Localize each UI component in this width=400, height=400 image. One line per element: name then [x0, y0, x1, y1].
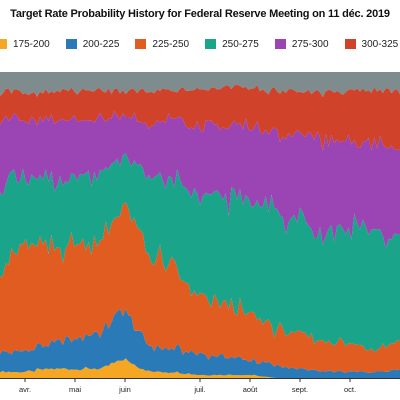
legend-label: 200-225 [82, 38, 120, 50]
legend-item-200-225: 200-225 [65, 38, 120, 50]
x-tick-label: mai [69, 385, 81, 394]
area-series-200-225 [0, 308, 400, 378]
x-tick-label: oct. [344, 385, 356, 394]
x-tick-label: juil. [193, 385, 205, 394]
legend-item-250-275: 250-275 [205, 39, 259, 50]
area-series-225-250 [0, 202, 400, 373]
legend-label: 175-200 [13, 38, 50, 50]
legend-swatch [344, 39, 356, 49]
area-series-275-300 [0, 110, 400, 249]
legend-item-175-200: 175-200 [0, 39, 50, 50]
chart-title: Target Rate Probability History for Fede… [10, 8, 390, 20]
legend-label: 250-275 [222, 38, 259, 50]
x-tick-label: sept. [292, 385, 308, 394]
x-tick-label: août [243, 385, 259, 394]
legend-item-225-250: 225-250 [135, 39, 189, 50]
legend-label: 300-325 [361, 38, 399, 50]
area-series-other [0, 72, 400, 98]
legend-item-300-325: 300-325 [344, 38, 399, 50]
legend-item-275-300: 275-300 [274, 38, 329, 50]
chart-legend: 175-200 200-225 225-250 250-275 275-300 300-3… [0, 36, 400, 52]
legend-swatch [0, 39, 7, 49]
area-series-250-275 [0, 153, 400, 353]
area-series-175-200 [0, 358, 400, 378]
legend-swatch [205, 39, 217, 49]
legend-label: 225-250 [152, 38, 190, 50]
area-series-300-325 [0, 84, 400, 152]
legend-label: 275-300 [291, 38, 329, 50]
x-tick-label: juin [118, 385, 131, 394]
legend-swatch [65, 39, 77, 49]
x-tick-label: avr. [19, 385, 31, 394]
legend-swatch [274, 39, 286, 49]
legend-swatch [135, 39, 147, 49]
